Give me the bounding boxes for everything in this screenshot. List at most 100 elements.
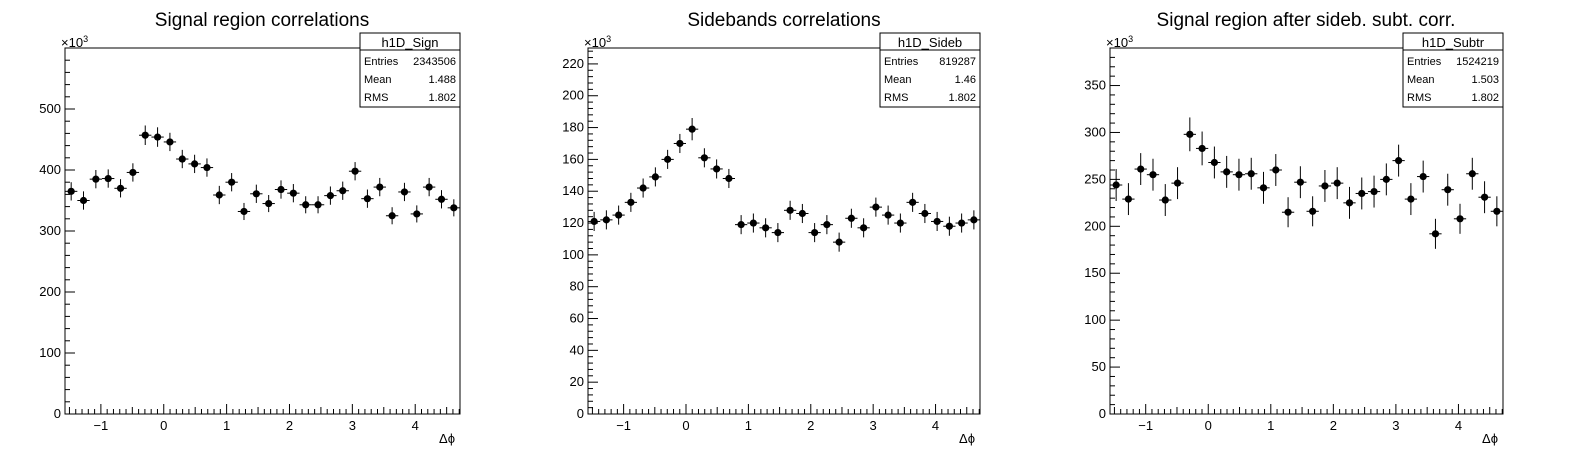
marker — [215, 191, 223, 199]
data-point — [237, 202, 251, 221]
data-point — [710, 159, 723, 179]
y-tick-label: 0 — [1099, 406, 1106, 421]
data-point — [1269, 154, 1282, 186]
data-point — [262, 195, 275, 213]
data-point — [1245, 157, 1258, 190]
data-point — [385, 207, 399, 225]
marker — [203, 163, 211, 172]
data-point — [139, 125, 152, 145]
plot-frame — [587, 47, 981, 415]
data-point — [1183, 117, 1196, 152]
marker — [1210, 158, 1218, 167]
data-point — [686, 118, 699, 141]
marker — [676, 139, 684, 148]
data-point — [918, 203, 931, 224]
marker — [725, 174, 733, 183]
x-tick-label: 2 — [1330, 418, 1337, 433]
marker — [970, 216, 978, 224]
x-tick-label: −1 — [1138, 418, 1153, 433]
y-tick-label: 140 — [562, 183, 584, 198]
marker — [1382, 175, 1390, 183]
stats-box-name: h1D_Sideb — [898, 35, 962, 50]
chart-panel-3: Signal region after sideb. subt. corr. 0 5… — [1084, 10, 1504, 446]
y-tick-label: 220 — [562, 56, 584, 71]
marker — [1173, 179, 1182, 187]
data-point — [637, 178, 650, 198]
marker — [823, 221, 831, 229]
data-point — [1466, 157, 1479, 190]
chart-panel-2: Sidebands correlations020406080100120140… — [562, 10, 981, 446]
marker — [909, 198, 917, 206]
data-point — [422, 177, 436, 197]
x-tick-label: 0 — [160, 418, 167, 433]
data-point — [673, 133, 686, 154]
marker — [590, 217, 598, 226]
data-point — [126, 163, 140, 182]
data-point — [955, 213, 968, 233]
stats-box-name: h1D_Subtr — [1422, 35, 1485, 50]
y-tick-label: 200 — [562, 88, 584, 103]
data-point — [163, 132, 177, 152]
marker — [1186, 130, 1194, 138]
data-point — [324, 186, 337, 205]
marker — [277, 185, 285, 194]
y-tick-label: 0 — [577, 406, 584, 421]
data-point — [759, 218, 772, 238]
marker — [737, 221, 745, 229]
stats-entries-value: 2343506 — [413, 56, 456, 68]
data-point — [698, 148, 711, 168]
data-point — [1367, 175, 1381, 208]
marker — [425, 183, 433, 191]
stats-entries-label: Entries — [364, 56, 399, 68]
marker — [1296, 178, 1304, 186]
marker — [872, 203, 880, 211]
data-point — [361, 189, 374, 208]
marker — [921, 209, 929, 218]
marker — [786, 206, 794, 214]
data-point — [931, 211, 944, 231]
data-point — [857, 218, 870, 238]
data-point — [1281, 197, 1295, 228]
marker — [252, 190, 260, 198]
data-point — [1220, 155, 1233, 188]
marker — [191, 160, 199, 168]
data-point — [1232, 158, 1246, 191]
stats-rms-value: 1.802 — [1471, 92, 1499, 104]
data-point — [1392, 144, 1405, 177]
marker — [1161, 196, 1169, 204]
stats-rms-label: RMS — [884, 92, 908, 104]
data-point — [967, 210, 980, 230]
marker — [688, 125, 696, 133]
y-tick-label: 400 — [39, 162, 61, 177]
data-point — [722, 168, 735, 189]
marker — [413, 210, 421, 218]
marker — [884, 211, 892, 219]
data-point — [1404, 183, 1418, 216]
y-multiplier-label: ×103 — [61, 34, 88, 50]
data-point — [373, 177, 386, 197]
data-point — [624, 192, 637, 212]
x-tick-label: 3 — [349, 418, 356, 433]
data-point — [1195, 131, 1209, 166]
marker — [1137, 165, 1145, 173]
marker — [1407, 195, 1415, 203]
marker — [1493, 207, 1501, 215]
x-tick-label: 0 — [682, 418, 689, 433]
marker — [1149, 171, 1157, 179]
chart-title: Sidebands correlations — [687, 10, 880, 31]
stats-rms-value: 1.802 — [428, 92, 456, 104]
marker — [1272, 166, 1280, 174]
marker — [835, 238, 843, 246]
marker — [1419, 172, 1427, 181]
marker — [945, 222, 953, 230]
stats-entries-value: 819287 — [939, 56, 976, 68]
data-point — [661, 149, 674, 169]
data-point — [796, 203, 809, 224]
data-point — [869, 197, 882, 217]
y-tick-label: 300 — [39, 223, 61, 238]
marker — [129, 168, 137, 177]
marker — [1309, 207, 1317, 215]
marker — [762, 224, 770, 232]
marker — [1480, 193, 1489, 201]
